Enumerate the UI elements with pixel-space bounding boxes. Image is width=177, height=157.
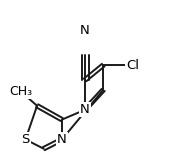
Text: N: N bbox=[80, 103, 90, 116]
Text: CH₃: CH₃ bbox=[10, 85, 33, 98]
Text: N: N bbox=[80, 24, 90, 37]
Text: S: S bbox=[21, 133, 30, 146]
Text: N: N bbox=[57, 133, 67, 146]
Text: Cl: Cl bbox=[126, 59, 139, 72]
